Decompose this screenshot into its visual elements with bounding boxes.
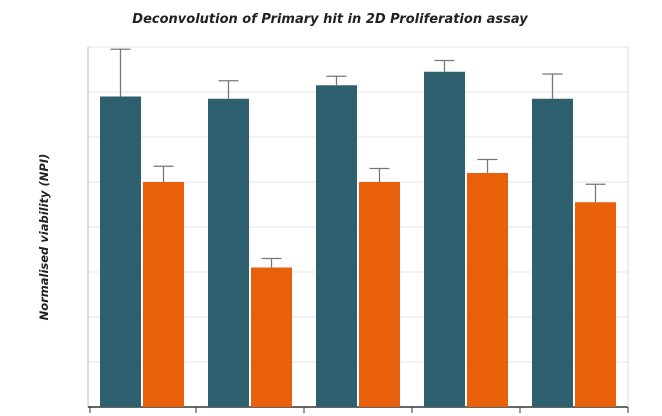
chart-title: Deconvolution of Primary hit in 2D Proli… — [132, 12, 528, 27]
bar — [467, 173, 508, 407]
y-axis-label: Normalised viability (NPI) — [37, 154, 51, 321]
bar — [532, 98, 573, 407]
bar — [575, 202, 616, 407]
bar — [100, 96, 141, 407]
bar — [316, 85, 357, 407]
bars — [100, 71, 616, 407]
bar — [359, 182, 400, 407]
bar — [251, 267, 292, 407]
bar — [208, 98, 249, 407]
x-ticks — [89, 407, 629, 413]
bar — [143, 182, 184, 407]
error-bars — [110, 48, 606, 268]
bar — [424, 71, 465, 407]
